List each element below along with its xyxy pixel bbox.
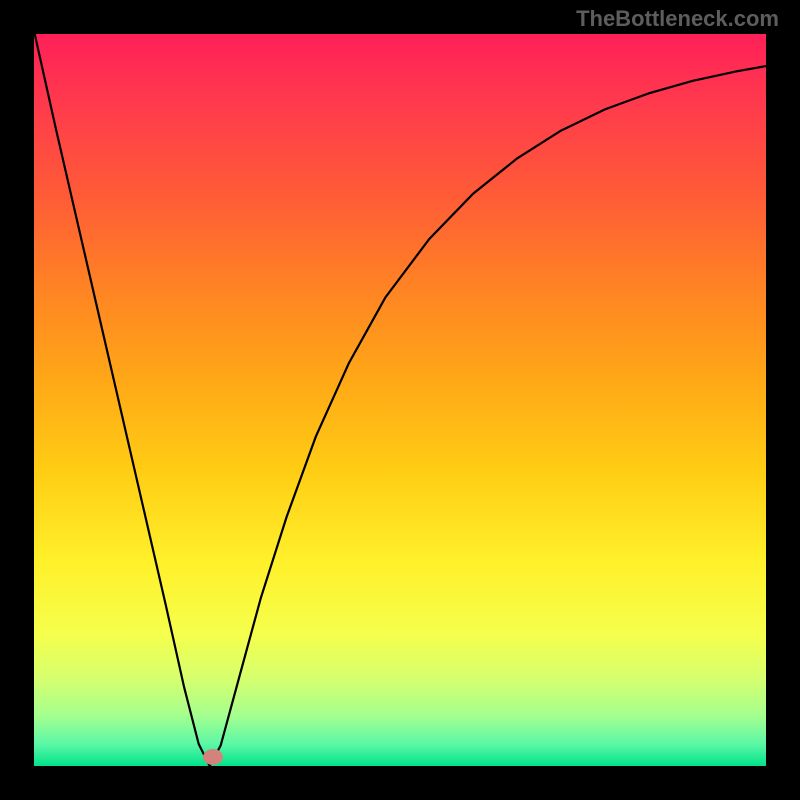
plot-area xyxy=(34,34,766,766)
chart-frame: TheBottleneck.com xyxy=(0,0,800,800)
optimum-marker xyxy=(203,749,223,765)
bottleneck-curve xyxy=(34,34,766,766)
curve-path xyxy=(35,34,766,766)
watermark-text: TheBottleneck.com xyxy=(576,6,779,32)
